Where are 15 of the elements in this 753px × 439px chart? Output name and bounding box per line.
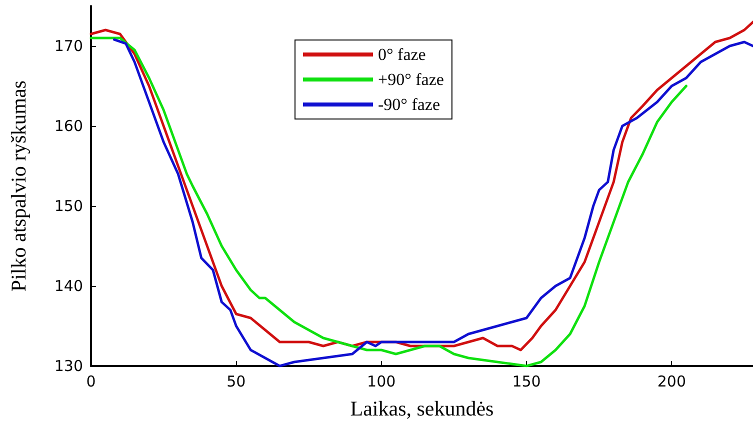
legend-label: +90° faze xyxy=(378,70,444,89)
legend-label: 0° faze xyxy=(378,45,426,64)
y-tick-label: 160 xyxy=(54,117,83,135)
x-axis-title: Laikas, sekundės xyxy=(350,396,494,420)
y-tick-label: 140 xyxy=(54,277,83,295)
y-tick-label: 170 xyxy=(54,37,83,55)
x-tick-label: 50 xyxy=(226,372,246,390)
y-axis-title: Pilko atspalvio ryškumas xyxy=(6,80,30,292)
y-tick-label: 130 xyxy=(54,357,83,375)
y-tick-label: 150 xyxy=(54,197,83,215)
x-tick-label: 100 xyxy=(367,372,396,390)
x-tick-label: 200 xyxy=(657,372,686,390)
x-tick-label: 0 xyxy=(86,372,96,390)
x-tick-label: 150 xyxy=(512,372,541,390)
legend-label: -90° faze xyxy=(378,95,440,114)
